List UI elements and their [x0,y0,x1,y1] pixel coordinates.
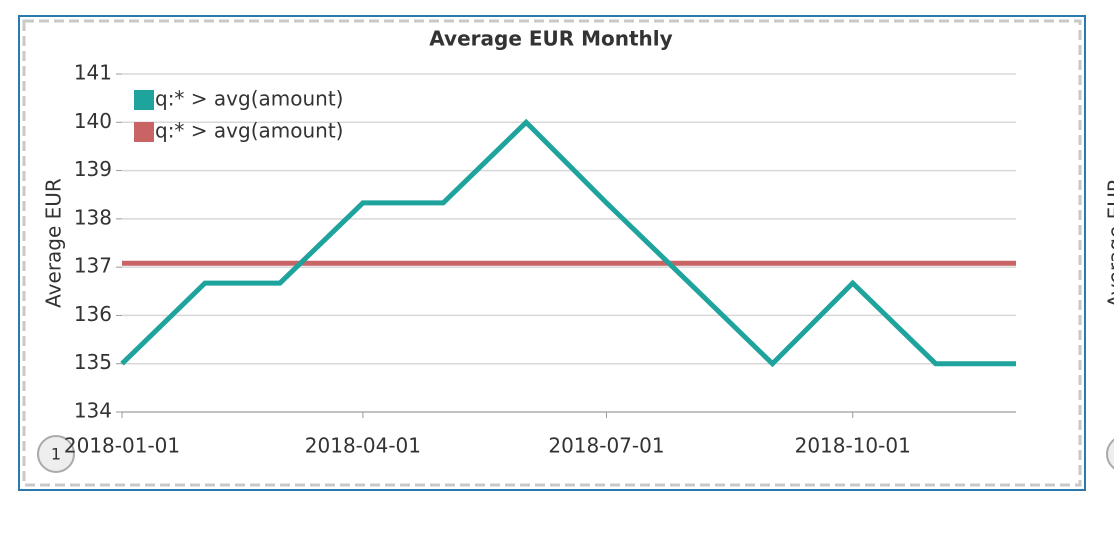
series-line [120,118,1016,368]
legend-swatch [134,90,154,110]
y-tick-label: 136 [74,302,112,326]
badge-circle [37,435,75,473]
y-tick-label: 135 [74,350,112,374]
legend-item[interactable]: q:* > avg(amount) [134,119,343,143]
badge[interactable]: 2 [1106,436,1114,472]
x-tick-label: 2018-01-01 [64,434,180,458]
badge[interactable]: 1 [37,435,75,473]
legend-label: q:* > avg(amount) [155,119,343,143]
y-axis-label: Average EUR [42,178,66,308]
panel-dashed-border [22,19,1082,487]
legend-swatch [134,122,154,142]
badge-label: 1 [51,445,61,464]
y-tick-label: 140 [74,109,112,133]
chart-title: Average EUR Monthly [429,27,672,51]
y-tick-label: 138 [74,205,112,229]
x-tick-label: 2018-07-01 [548,434,664,458]
next-panel-y-label: Average EUR [1104,178,1114,308]
plot: 134 135 136 137 138 139 140 141 2018-01-01 2018-0… [64,61,1016,458]
legend-item[interactable]: q:* > avg(amount) [134,87,343,111]
y-tick-label: 137 [74,254,112,278]
panel-border [18,15,1086,491]
y-tick-label: 134 [74,399,112,423]
legend-label: q:* > avg(amount) [155,87,343,111]
y-tick-label: 139 [74,157,112,181]
x-tick-label: 2018-04-01 [305,434,421,458]
y-tick-label: 141 [74,61,112,85]
badge-circle [1106,438,1114,470]
x-tick-label: 2018-10-01 [795,434,911,458]
